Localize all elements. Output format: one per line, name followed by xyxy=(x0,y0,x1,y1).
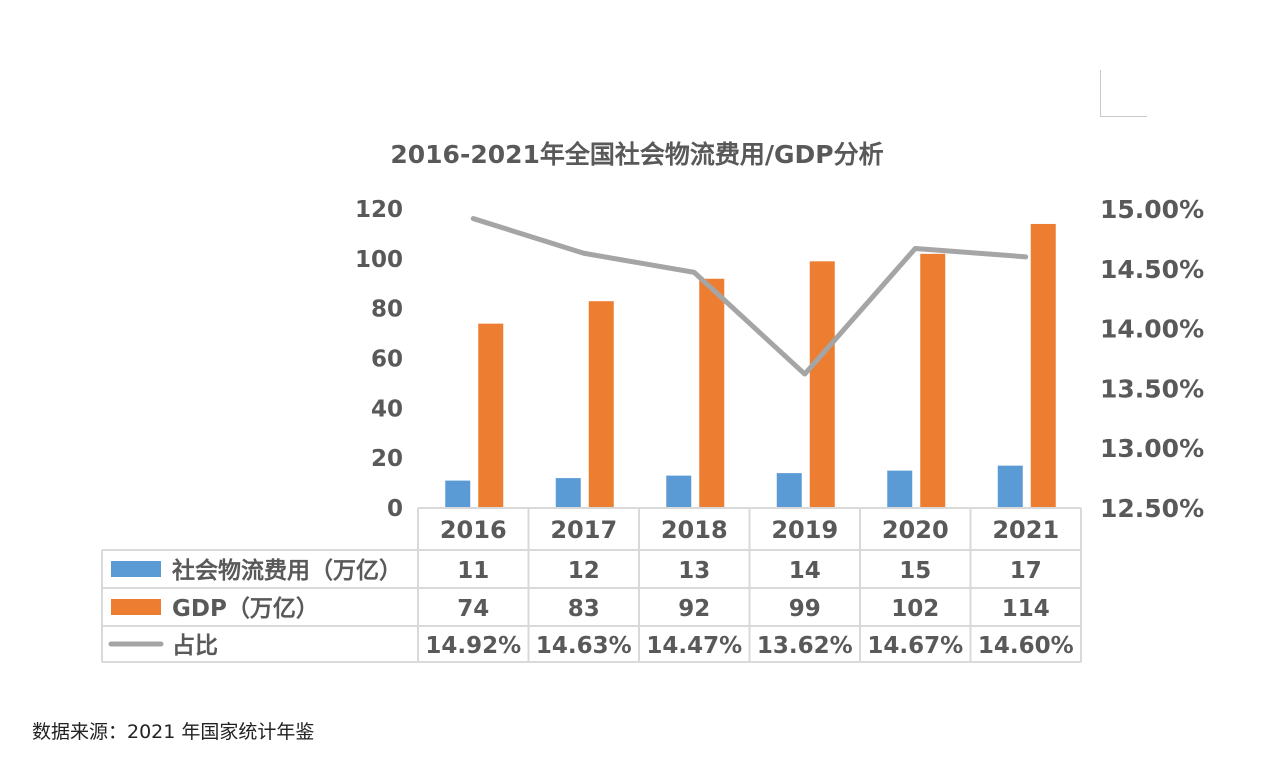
left-axis: 0 20 40 60 80 100 120 xyxy=(355,197,403,522)
bar-cost xyxy=(887,470,913,508)
data-table: 2016 2017 2018 2019 2020 2021 社会物流费用（万亿） 11 12 13… xyxy=(101,507,1082,663)
bar-cost xyxy=(555,478,581,508)
table-cell-value: 14.92% xyxy=(425,633,521,659)
left-axis-tick-label: 100 xyxy=(355,247,403,273)
category-label: 2017 xyxy=(550,516,617,544)
right-axis-tick-label: 13.00% xyxy=(1100,434,1204,463)
right-axis-tick-label: 14.00% xyxy=(1100,315,1204,344)
table-cell-value: 15 xyxy=(899,558,931,584)
right-axis-tick-label: 14.50% xyxy=(1100,255,1204,284)
left-axis-tick-label: 20 xyxy=(371,446,403,472)
bar-gdp xyxy=(1030,223,1056,508)
bar-cost xyxy=(776,473,802,508)
table-cell-value: 14.60% xyxy=(978,633,1074,659)
series-name: GDP（万亿） xyxy=(172,595,319,622)
right-axis: 12.50% 13.00% 13.50% 14.00% 14.50% 15.00% xyxy=(1100,195,1204,523)
source-note: 数据来源：2021 年国家统计年鉴 xyxy=(32,721,315,743)
category-label: 2018 xyxy=(661,516,728,544)
bar-cost xyxy=(666,475,692,508)
bar-gdp xyxy=(699,278,725,508)
table-cell-value: 17 xyxy=(1010,558,1042,584)
series-name: 占比 xyxy=(172,633,218,659)
table-cell-value: 99 xyxy=(789,596,821,622)
left-axis-tick-label: 60 xyxy=(371,347,403,373)
table-cell-value: 12 xyxy=(568,558,600,584)
bar-cost xyxy=(997,465,1023,508)
bar-gdp xyxy=(478,323,504,508)
table-cell-value: 114 xyxy=(1002,596,1050,622)
table-cell-value: 102 xyxy=(891,596,939,622)
table-cell-value: 14.47% xyxy=(646,633,742,659)
table-cell-value: 13 xyxy=(678,558,710,584)
table-cell-value: 14.67% xyxy=(867,633,963,659)
right-axis-tick-label: 12.50% xyxy=(1100,494,1204,523)
table-cell-value: 11 xyxy=(457,558,489,584)
right-axis-tick-label: 13.50% xyxy=(1100,374,1204,403)
table-cell-value: 74 xyxy=(457,596,489,622)
table-cell-value: 13.62% xyxy=(757,633,853,659)
category-label: 2016 xyxy=(440,516,507,544)
bar-gdp xyxy=(809,261,835,508)
chart-title: 2016-2021年全国社会物流费用/GDP分析 xyxy=(390,140,883,169)
table-cell-value: 92 xyxy=(678,596,710,622)
ratio-line xyxy=(470,216,1029,377)
category-label: 2019 xyxy=(771,516,838,544)
table-cell-value: 14 xyxy=(789,558,821,584)
ratio-line-group xyxy=(470,216,1029,377)
left-axis-tick-label: 120 xyxy=(355,197,403,223)
category-label: 2021 xyxy=(992,516,1059,544)
legend-swatch-gdp xyxy=(111,599,161,615)
legend-swatch-cost xyxy=(111,561,161,577)
category-label: 2020 xyxy=(882,516,949,544)
left-axis-tick-label: 0 xyxy=(387,496,403,522)
left-axis-tick-label: 80 xyxy=(371,297,403,323)
bar-gdp xyxy=(920,253,946,508)
corner-crop-mark xyxy=(1100,70,1147,117)
bars-group xyxy=(445,223,1056,508)
table-cell-value: 83 xyxy=(568,596,600,622)
right-axis-tick-label: 15.00% xyxy=(1100,195,1204,224)
bar-gdp xyxy=(588,301,614,508)
series-name: 社会物流费用（万亿） xyxy=(172,557,402,584)
table-cell-value: 14.63% xyxy=(536,633,632,659)
bar-cost xyxy=(445,480,471,508)
left-axis-tick-label: 40 xyxy=(371,396,403,422)
